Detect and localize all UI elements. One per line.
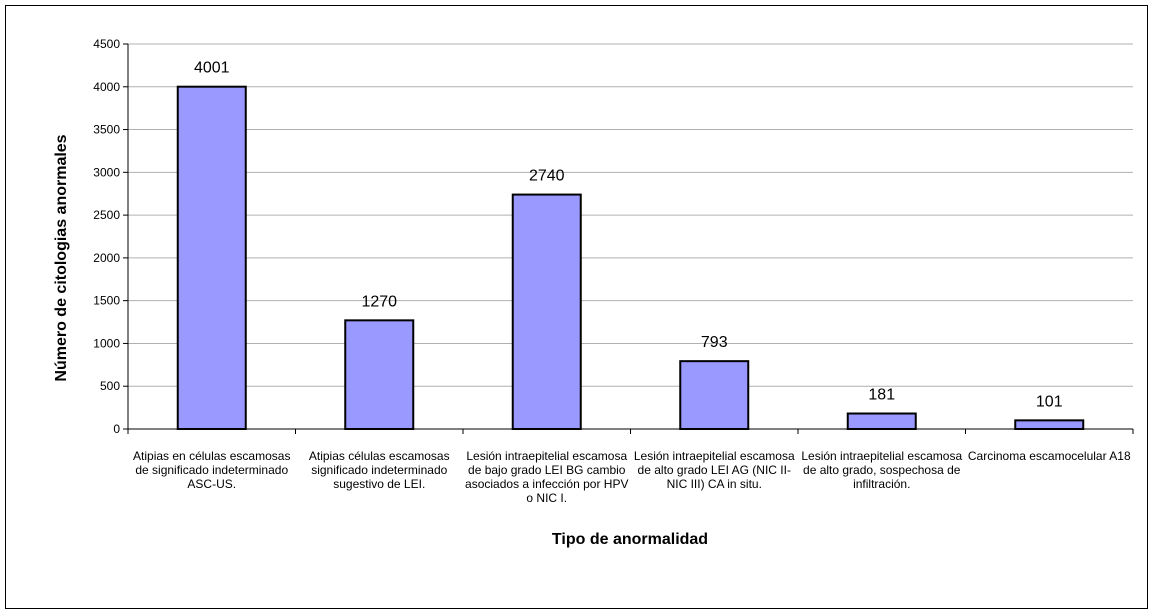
x-tick-label: Lesión intraepitelial escamosa de bajo g… [465, 449, 629, 505]
x-tick-label: Lesión intraepitelial escamosa de alto g… [633, 449, 795, 491]
data-label: 4001 [194, 60, 230, 77]
y-axis: 0 500 1000 1500 2000 2500 3000 3500 4000 4500 [93, 37, 1134, 436]
bar [511, 193, 582, 430]
data-label: 1270 [361, 293, 397, 310]
bars [176, 85, 1085, 431]
x-axis-label: Tipo de anormalidad [552, 531, 708, 548]
y-tick-label: 2500 [93, 208, 120, 222]
data-label: 101 [1036, 393, 1063, 410]
y-tick-label: 2000 [93, 251, 120, 265]
y-tick-label: 500 [100, 379, 120, 393]
x-tick-label: Atipias células escamosas significado in… [308, 449, 450, 491]
bar [679, 360, 750, 431]
y-tick-label: 1000 [93, 336, 120, 350]
bar [176, 85, 247, 430]
y-tick-label: 3000 [93, 165, 120, 179]
y-tick-label: 4000 [93, 80, 120, 94]
bar [1014, 419, 1085, 430]
bar [846, 412, 917, 430]
y-tick-label: 3500 [93, 123, 120, 137]
data-labels: 4001 1270 2740 793 181 101 [194, 60, 1063, 411]
data-label: 181 [868, 387, 895, 404]
y-tick-label: 0 [113, 422, 120, 436]
x-tick-label: Lesión intraepitelial escamosa de alto g… [801, 449, 963, 491]
data-label: 793 [701, 334, 728, 351]
bar [344, 319, 415, 431]
y-tick-label: 1500 [93, 294, 120, 308]
gridlines [128, 43, 1133, 387]
y-tick-label: 4500 [93, 37, 120, 51]
x-tick-label: Carcinoma escamocelular A18 [967, 449, 1131, 463]
data-label: 2740 [529, 168, 565, 185]
x-tick-label: Atipias en células escamosas de signific… [133, 449, 291, 491]
y-axis-label: Número de citologias anormales [53, 134, 70, 381]
